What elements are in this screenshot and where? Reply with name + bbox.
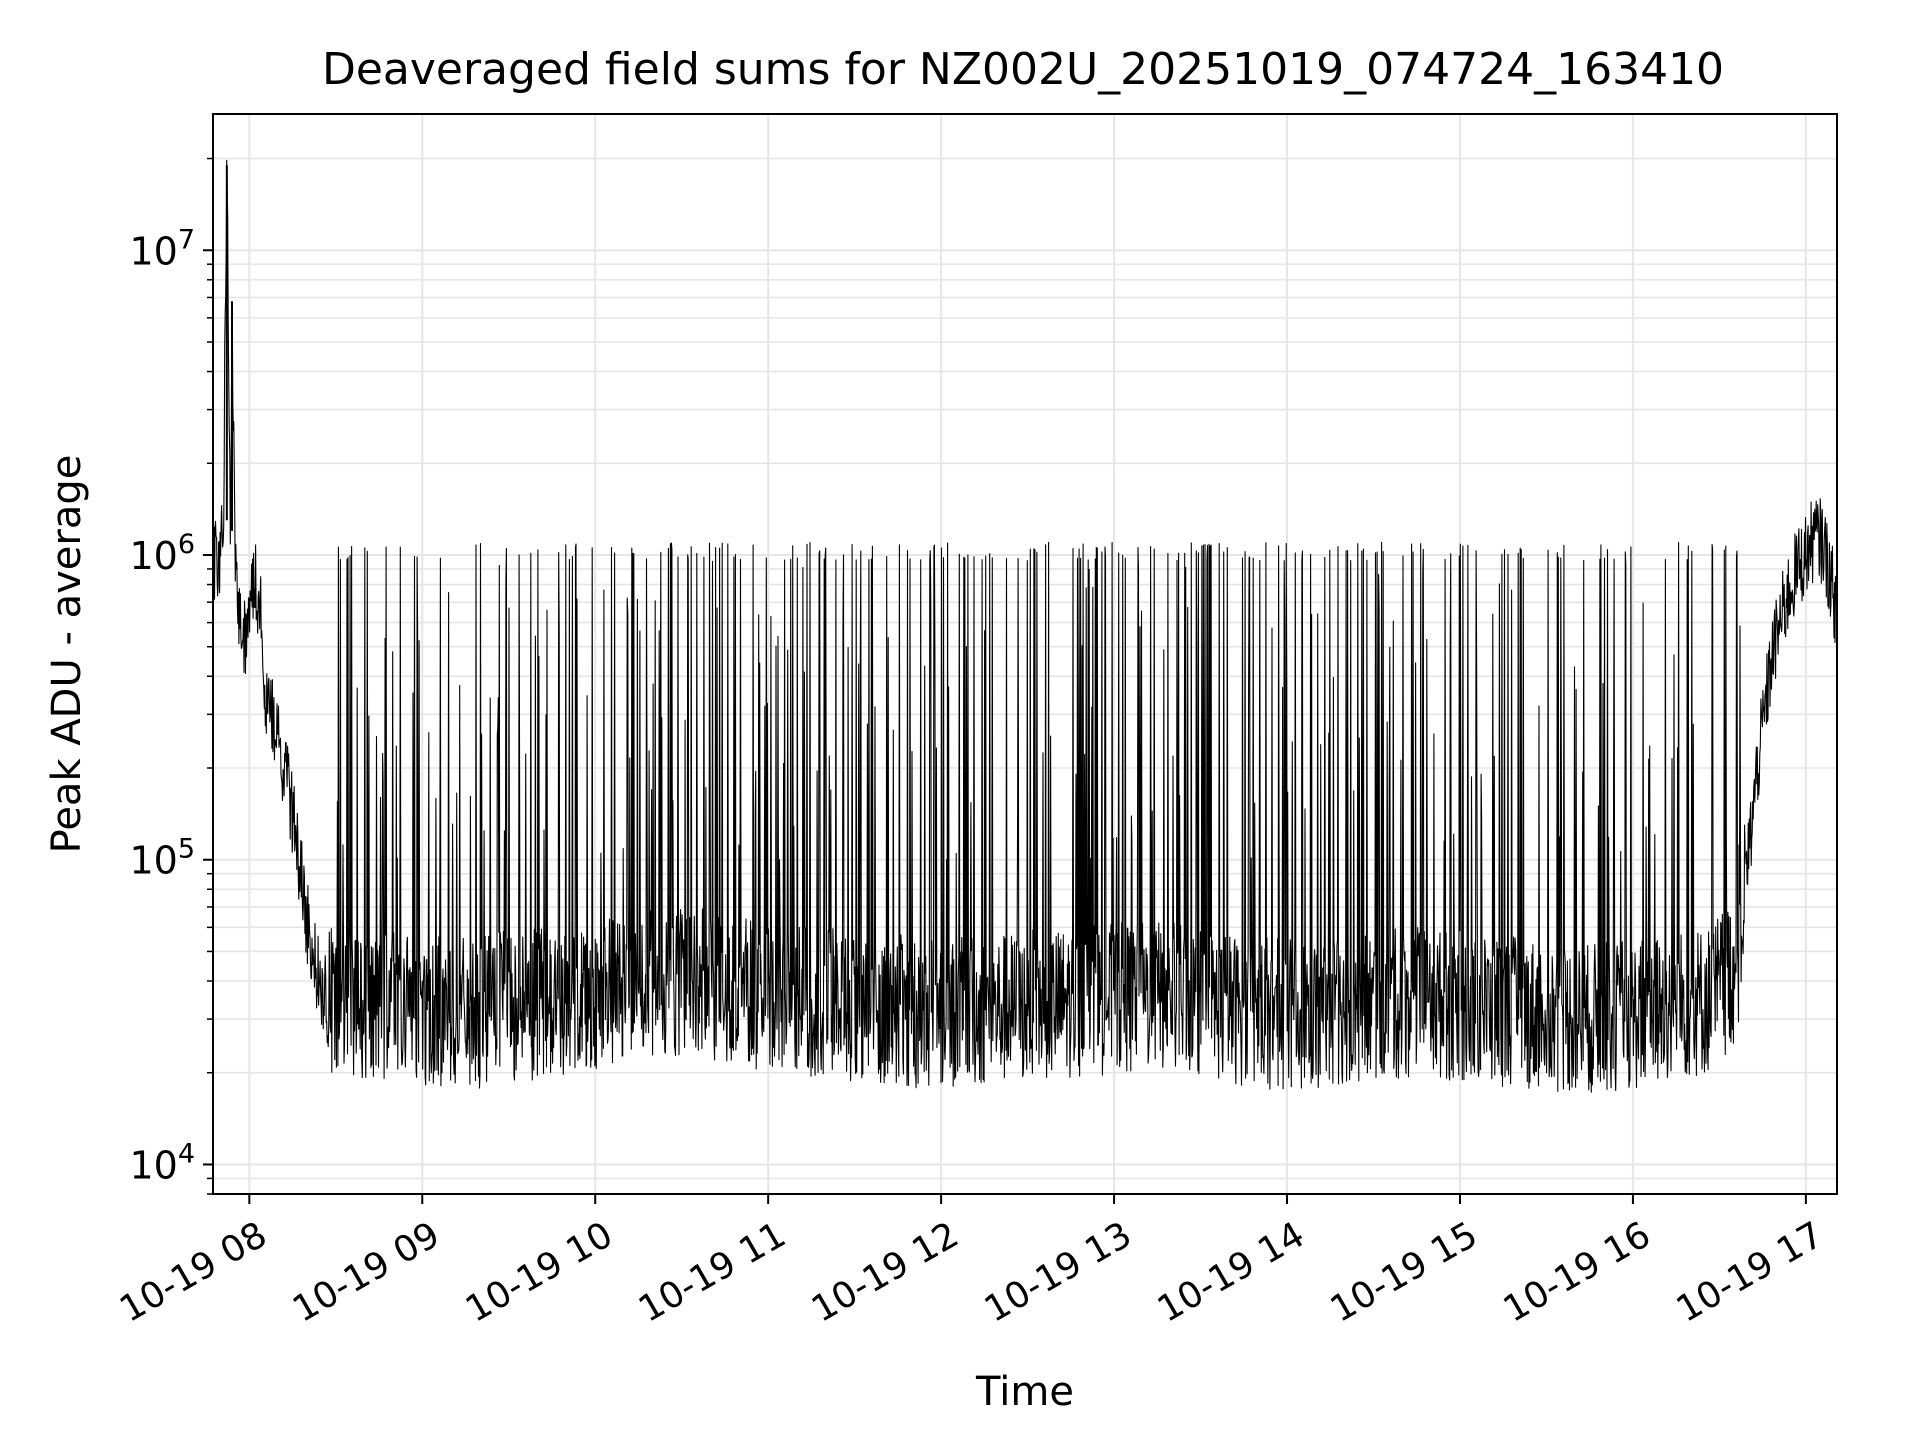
y-tick-label-base: 10 [129, 229, 177, 273]
y-tick-label-base: 10 [129, 534, 177, 578]
y-tick-label-base: 10 [129, 1143, 177, 1187]
y-tick-label: 105 [129, 834, 195, 883]
y-tick-label-exponent: 5 [178, 834, 195, 865]
series-line [212, 159, 1838, 1093]
y-tick-label-exponent: 6 [178, 529, 195, 560]
y-tick-label: 104 [129, 1138, 195, 1187]
x-axis-label: Time [975, 1369, 1074, 1415]
y-tick-label-exponent: 7 [178, 224, 195, 255]
y-tick-label: 106 [129, 529, 195, 578]
y-axis-label: Peak ADU - average [44, 455, 90, 854]
data-layer [212, 159, 1838, 1093]
y-tick-label-exponent: 4 [178, 1138, 195, 1169]
y-tick-label-base: 10 [129, 839, 177, 883]
y-tick-label: 107 [129, 224, 195, 273]
plot-area-frame [212, 113, 1838, 1195]
chart-title: Deaveraged field sums for NZ002U_2025101… [322, 44, 1724, 95]
